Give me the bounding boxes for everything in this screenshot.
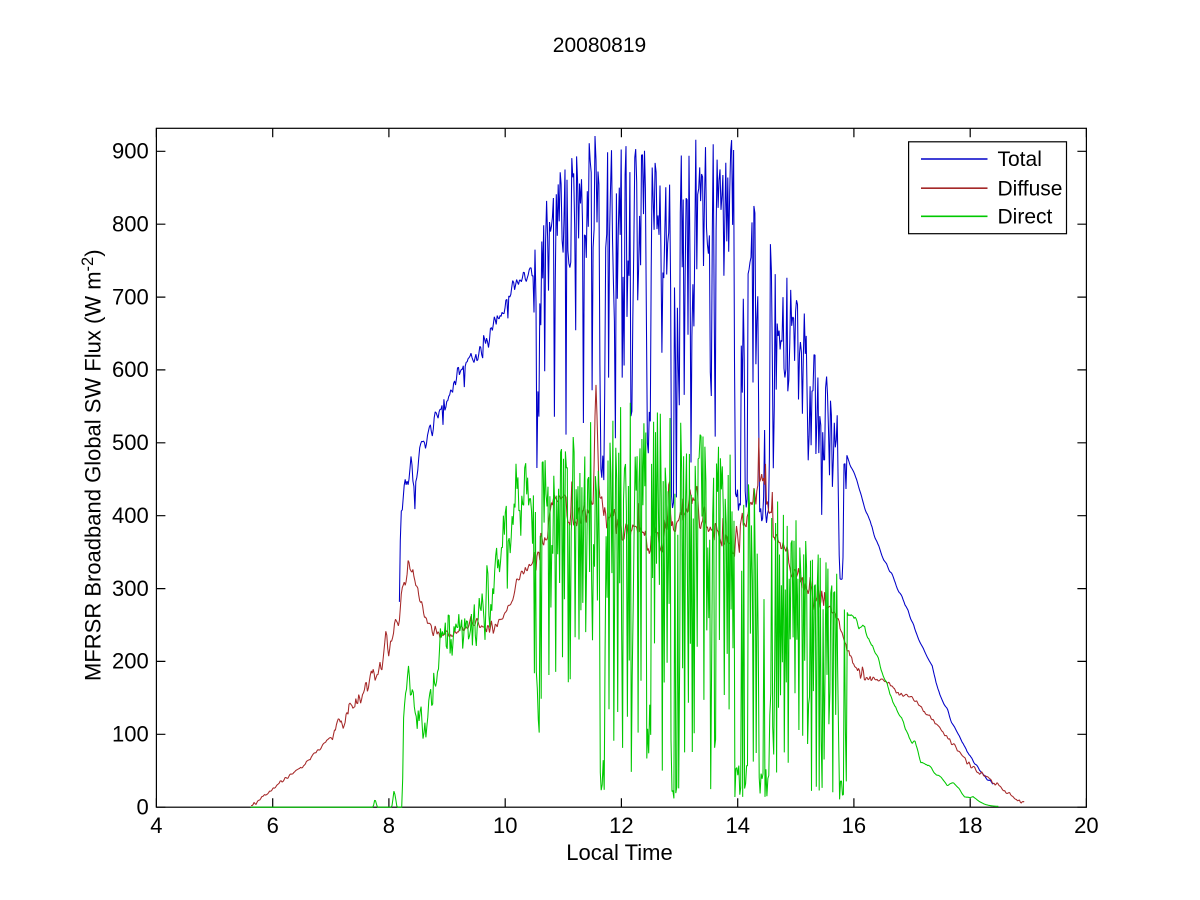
svg-text:400: 400 bbox=[112, 503, 149, 528]
svg-text:4: 4 bbox=[150, 813, 162, 838]
svg-text:100: 100 bbox=[112, 722, 149, 747]
svg-text:MFRSR Broadband Global SW Flux: MFRSR Broadband Global SW Flux (W m-2) bbox=[79, 249, 106, 681]
svg-text:300: 300 bbox=[112, 576, 149, 601]
svg-text:20080819: 20080819 bbox=[553, 34, 646, 57]
svg-text:16: 16 bbox=[842, 813, 866, 838]
svg-text:0: 0 bbox=[136, 795, 148, 820]
svg-text:20: 20 bbox=[1074, 813, 1098, 838]
svg-text:18: 18 bbox=[958, 813, 982, 838]
svg-text:Local Time: Local Time bbox=[566, 840, 672, 865]
svg-text:8: 8 bbox=[383, 813, 395, 838]
svg-text:6: 6 bbox=[267, 813, 279, 838]
svg-text:700: 700 bbox=[112, 284, 149, 309]
svg-text:600: 600 bbox=[112, 357, 149, 382]
svg-text:Diffuse: Diffuse bbox=[998, 177, 1063, 200]
svg-text:200: 200 bbox=[112, 649, 149, 674]
svg-text:900: 900 bbox=[112, 139, 149, 164]
svg-text:500: 500 bbox=[112, 430, 149, 455]
svg-text:Direct: Direct bbox=[998, 206, 1053, 229]
svg-text:10: 10 bbox=[493, 813, 517, 838]
svg-text:14: 14 bbox=[725, 813, 749, 838]
svg-text:Total: Total bbox=[998, 148, 1042, 171]
svg-text:12: 12 bbox=[609, 813, 633, 838]
svg-text:800: 800 bbox=[112, 212, 149, 237]
